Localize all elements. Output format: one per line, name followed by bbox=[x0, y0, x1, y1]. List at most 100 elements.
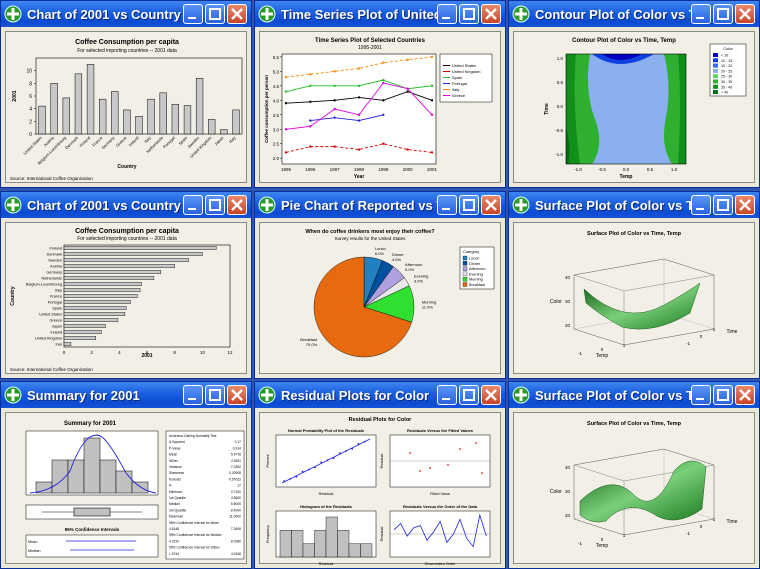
graph-window[interactable]: Time Series Plot of United Stat... Time S… bbox=[254, 0, 506, 188]
slice-label: Dinner bbox=[392, 252, 404, 257]
x-tick-label: Italy bbox=[143, 135, 152, 144]
slice-percent: 5.0% bbox=[405, 267, 415, 272]
stat-label: N bbox=[169, 484, 172, 488]
residual-order-line bbox=[393, 513, 487, 548]
x-tick-label: -1 bbox=[578, 541, 582, 546]
series-point bbox=[382, 81, 385, 85]
minimize-button[interactable] bbox=[691, 385, 711, 405]
minimize-button[interactable] bbox=[691, 195, 711, 215]
stat-label: 3rd Quartile bbox=[169, 508, 186, 512]
bar bbox=[111, 91, 119, 135]
chart-title: Time Series Plot of Selected Countries bbox=[315, 38, 426, 44]
series-point bbox=[284, 102, 288, 105]
bar bbox=[183, 105, 192, 135]
maximize-button[interactable] bbox=[205, 4, 225, 24]
window-title: Surface Plot of Color vs Time, ... bbox=[535, 387, 691, 403]
window-title-bar[interactable]: Summary for 2001 bbox=[1, 382, 251, 408]
x-axis-label: Temp bbox=[596, 543, 608, 549]
close-button[interactable] bbox=[481, 4, 501, 24]
histogram-bar bbox=[279, 530, 292, 558]
maximize-button[interactable] bbox=[459, 4, 479, 24]
y-tick-label: 6 bbox=[29, 94, 32, 100]
chart-title: Coffee Consumption per capita bbox=[75, 228, 179, 235]
maximize-button[interactable] bbox=[713, 385, 733, 405]
graph-canvas: Time Series Plot of Selected Countries 19… bbox=[264, 38, 493, 180]
x-tick-label: 0.5 bbox=[647, 167, 654, 172]
graph-area: Coffee Consumption per capita For selecte… bbox=[5, 31, 247, 183]
x-axis-label: Temp bbox=[596, 353, 608, 359]
minimize-button[interactable] bbox=[183, 195, 203, 215]
legend-entry: Lunch bbox=[469, 257, 479, 261]
graph-window[interactable]: Chart of 2001 vs Country Coffee Consumpti… bbox=[0, 191, 252, 379]
maximize-icon bbox=[717, 8, 729, 20]
series-point bbox=[309, 73, 312, 76]
window-title-bar[interactable]: Surface Plot of Color vs Time, ... bbox=[509, 382, 759, 408]
panel-title: Residuals Versus the Fitted Values bbox=[407, 428, 474, 433]
y-tick-label: Greece bbox=[50, 319, 62, 323]
graph-window[interactable]: Summary for 2001 Summary for 2001 95% Conf… bbox=[0, 381, 252, 569]
window-title-bar[interactable]: Contour Plot of Color vs Time, ... bbox=[509, 1, 759, 27]
stat-value: 5.5000 bbox=[231, 502, 241, 506]
close-button[interactable] bbox=[481, 195, 501, 215]
x-tick-label: 1998 bbox=[354, 167, 365, 172]
stat-value: 4.3600 bbox=[231, 496, 241, 500]
close-button[interactable] bbox=[735, 385, 755, 405]
bar bbox=[63, 317, 119, 322]
maximize-button[interactable] bbox=[205, 195, 225, 215]
graph-window[interactable]: Surface Plot of Color vs Time, ... Surfac… bbox=[508, 381, 760, 569]
x-tick-label: Portugal bbox=[162, 135, 176, 149]
x-tick-label: 1999 bbox=[378, 167, 389, 172]
close-button[interactable] bbox=[735, 4, 755, 24]
minimize-button[interactable] bbox=[691, 4, 711, 24]
maximize-icon bbox=[463, 8, 475, 20]
series-point bbox=[406, 58, 409, 61]
window-title-bar[interactable]: Time Series Plot of United Stat... bbox=[255, 1, 505, 27]
minimize-button[interactable] bbox=[183, 4, 203, 24]
y-tick-label: 4.5 bbox=[273, 84, 280, 89]
bar bbox=[63, 282, 142, 287]
graph-canvas: Contour Plot of Color vs Time, Temp -1.0 -… bbox=[544, 38, 747, 180]
minimize-button[interactable] bbox=[437, 385, 457, 405]
y-tick-label: 0 bbox=[700, 524, 703, 529]
z-tick-label: 20 bbox=[565, 513, 571, 518]
maximize-button[interactable] bbox=[205, 385, 225, 405]
graph-area: Contour Plot of Color vs Time, Temp -1.0 -… bbox=[513, 31, 755, 183]
close-button[interactable] bbox=[481, 385, 501, 405]
close-button[interactable] bbox=[227, 195, 247, 215]
y-axis-label: Coffee consumption per person bbox=[264, 75, 269, 143]
graph-window[interactable]: Pie Chart of Reported vs Time ... When do… bbox=[254, 191, 506, 379]
histogram-bar bbox=[67, 459, 85, 494]
histogram-bar bbox=[131, 481, 149, 494]
maximize-button[interactable] bbox=[459, 385, 479, 405]
y-axis-label: Percent bbox=[266, 454, 270, 468]
legend-entry: > 40 bbox=[721, 91, 728, 95]
minimize-button[interactable] bbox=[437, 195, 457, 215]
window-title-bar[interactable]: Pie Chart of Reported vs Time ... bbox=[255, 192, 505, 218]
y-tick-label: Portugal bbox=[48, 301, 62, 305]
close-button[interactable] bbox=[227, 385, 247, 405]
maximize-button[interactable] bbox=[713, 4, 733, 24]
window-title-bar[interactable]: Residual Plots for Color bbox=[255, 382, 505, 408]
close-button[interactable] bbox=[227, 4, 247, 24]
graph-window[interactable]: Surface Plot of Color vs Time, ... Surfac… bbox=[508, 191, 760, 379]
close-button[interactable] bbox=[735, 195, 755, 215]
minimize-button[interactable] bbox=[183, 385, 203, 405]
series-point bbox=[406, 148, 409, 151]
graph-window[interactable]: Chart of 2001 vs Country Coffee Consumpti… bbox=[0, 0, 252, 188]
maximize-button[interactable] bbox=[459, 195, 479, 215]
graph-window[interactable]: Contour Plot of Color vs Time, ... Contou… bbox=[508, 0, 760, 188]
graph-window[interactable]: Residual Plots for Color Residual Plots f… bbox=[254, 381, 506, 569]
close-icon bbox=[231, 199, 243, 211]
series-point bbox=[357, 148, 361, 151]
maximize-button[interactable] bbox=[713, 195, 733, 215]
x-tick-label: -1.0 bbox=[574, 167, 582, 172]
bar bbox=[63, 287, 141, 292]
slice-label: Breakfast bbox=[300, 337, 318, 342]
minimize-button[interactable] bbox=[437, 4, 457, 24]
legend-entry: Italy bbox=[452, 87, 459, 92]
window-title-bar[interactable]: Chart of 2001 vs Country bbox=[1, 1, 251, 27]
window-title-bar[interactable]: Surface Plot of Color vs Time, ... bbox=[509, 192, 759, 218]
legend-entry: 30 - 35 bbox=[721, 80, 732, 84]
window-title-bar[interactable]: Chart of 2001 vs Country bbox=[1, 192, 251, 218]
y-tick-label: Austria bbox=[50, 265, 63, 269]
